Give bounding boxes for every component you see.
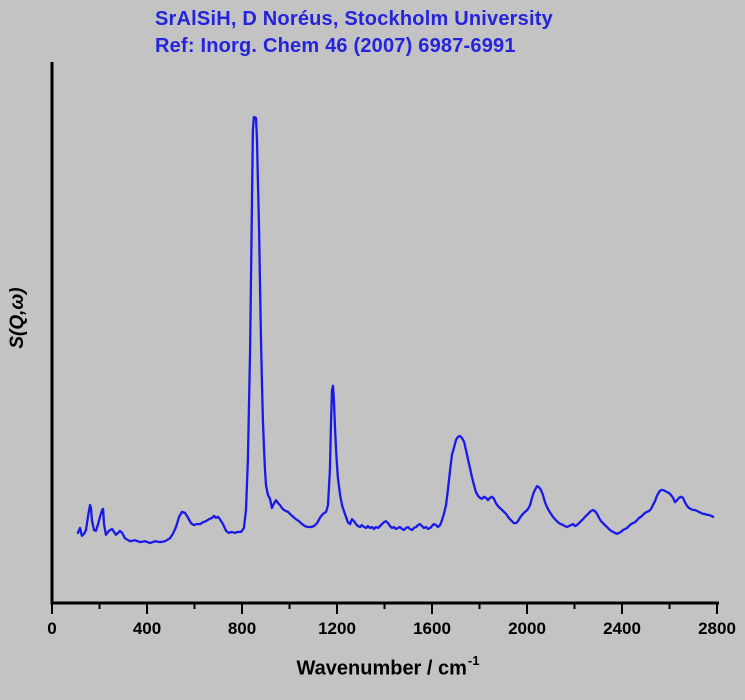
x-axis-label: Wavenumber / cm-1 [0, 653, 745, 681]
chart-title: SrAlSiH, D Noréus, Stockholm University [155, 8, 553, 30]
x-tick-label: 1200 [318, 619, 356, 638]
x-axis-label-text: Wavenumber / cm [296, 657, 467, 680]
x-tick-label: 2800 [698, 619, 736, 638]
x-tick-label: 800 [228, 619, 256, 638]
x-tick-label: 2000 [508, 619, 546, 638]
x-axis-label-superscript: -1 [467, 653, 480, 668]
spectrum-line [76, 115, 715, 545]
figure-header: SrAlSiH, D Noréus, Stockholm University … [155, 6, 553, 60]
x-tick-label: 1600 [413, 619, 451, 638]
x-tick-label: 400 [133, 619, 161, 638]
x-tick-label: 2400 [603, 619, 641, 638]
chart-subtitle: Ref: Inorg. Chem 46 (2007) 6987-6991 [155, 35, 516, 57]
x-tick-label: 0 [47, 619, 56, 638]
y-axis-label: S(Q,ω) [7, 287, 28, 349]
